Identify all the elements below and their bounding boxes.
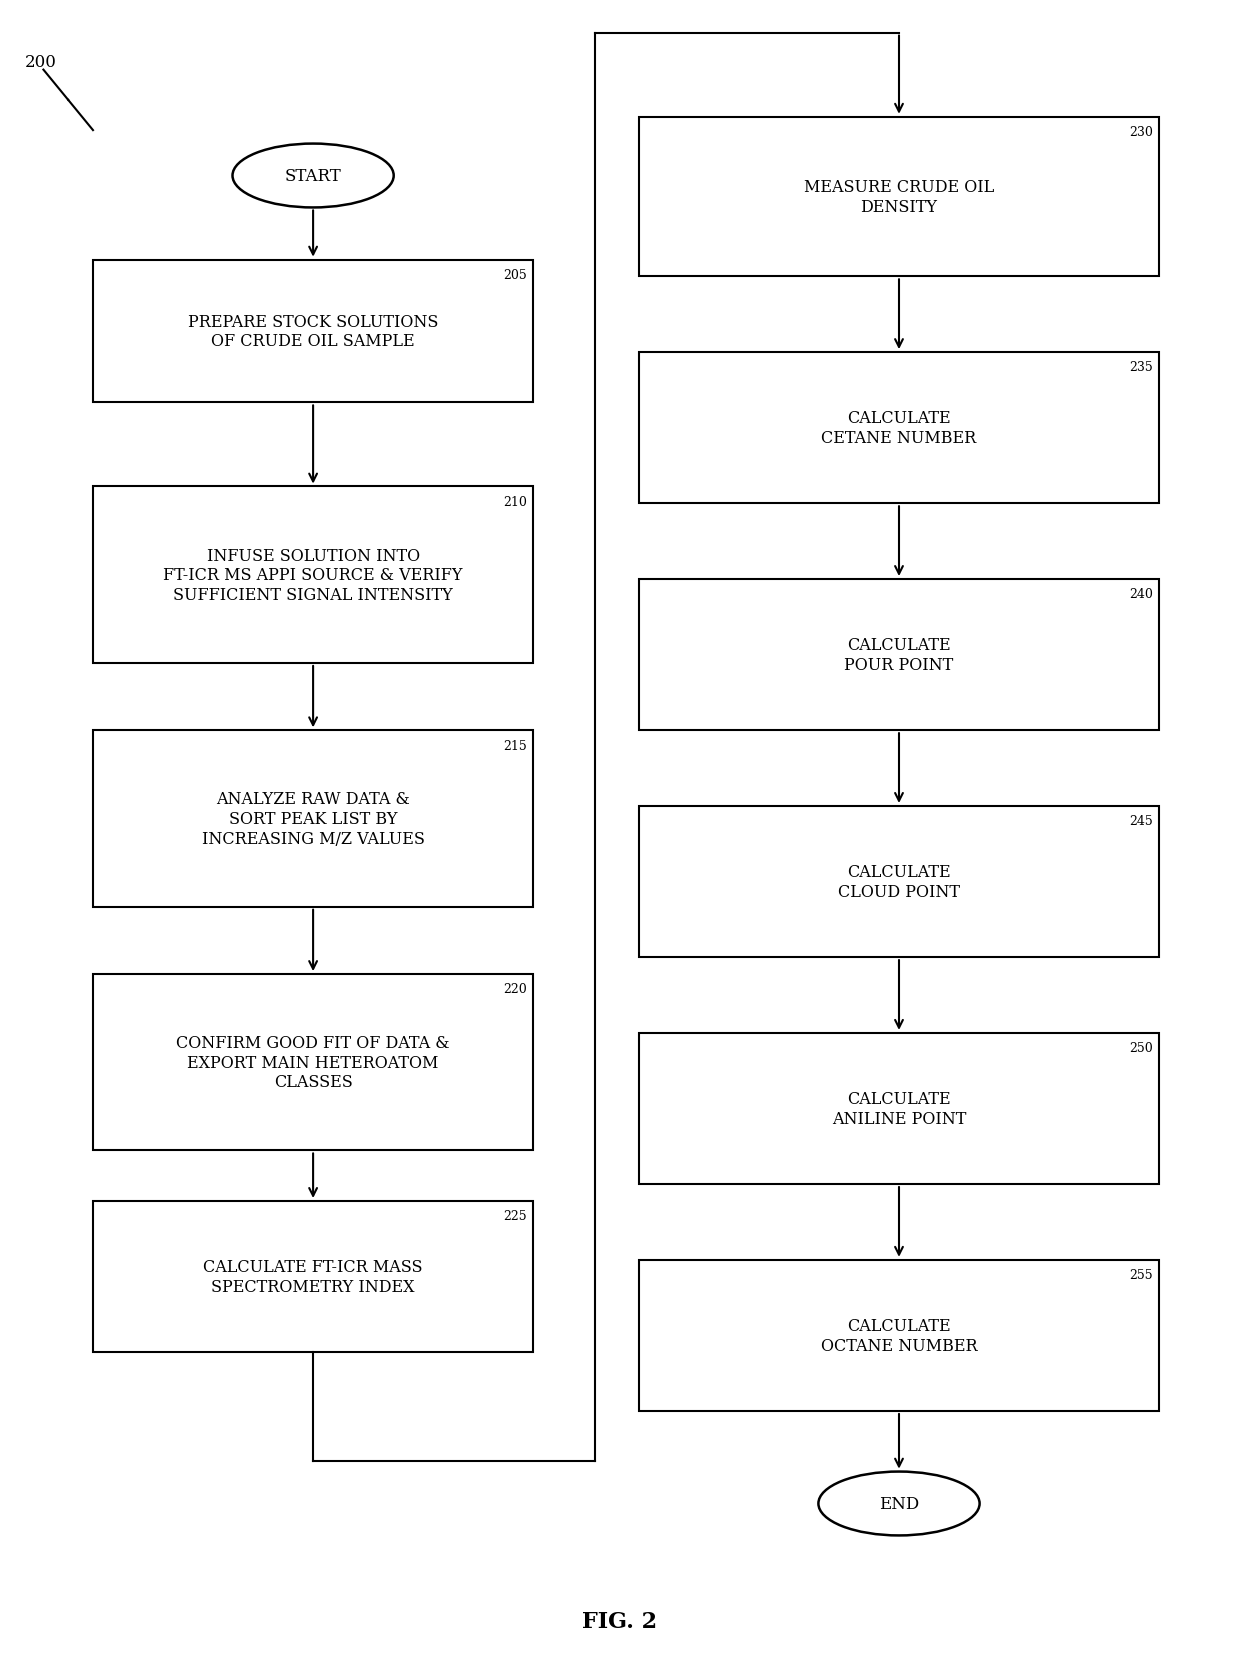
Text: CONFIRM GOOD FIT OF DATA &
EXPORT MAIN HETEROATOM
CLASSES: CONFIRM GOOD FIT OF DATA & EXPORT MAIN H… [176,1035,450,1090]
Text: CALCULATE
ANILINE POINT: CALCULATE ANILINE POINT [832,1090,966,1127]
Text: CALCULATE
OCTANE NUMBER: CALCULATE OCTANE NUMBER [821,1317,977,1354]
Text: 215: 215 [503,739,527,753]
Text: 245: 245 [1130,815,1153,828]
Text: 225: 225 [503,1210,527,1223]
Bar [639,353,1159,504]
Bar [639,580,1159,731]
Text: 210: 210 [503,496,527,509]
Bar [639,118,1159,277]
Text: 230: 230 [1130,126,1153,139]
Text: END: END [879,1495,919,1512]
Bar [93,260,533,403]
Ellipse shape [818,1472,980,1536]
Text: INFUSE SOLUTION INTO
FT-ICR MS APPI SOURCE & VERIFY
SUFFICIENT SIGNAL INTENSITY: INFUSE SOLUTION INTO FT-ICR MS APPI SOUR… [164,548,463,603]
Text: CALCULATE
POUR POINT: CALCULATE POUR POINT [844,637,954,674]
Text: CALCULATE
CLOUD POINT: CALCULATE CLOUD POINT [838,864,960,900]
Text: PREPARE STOCK SOLUTIONS
OF CRUDE OIL SAMPLE: PREPARE STOCK SOLUTIONS OF CRUDE OIL SAM… [188,314,438,349]
Text: 235: 235 [1130,361,1153,375]
Text: 250: 250 [1130,1042,1153,1055]
Text: 220: 220 [503,983,527,996]
Bar [93,731,533,907]
Text: CALCULATE
CETANE NUMBER: CALCULATE CETANE NUMBER [821,410,977,447]
Text: FIG. 2: FIG. 2 [583,1609,657,1633]
Text: ANALYZE RAW DATA &
SORT PEAK LIST BY
INCREASING M/Z VALUES: ANALYZE RAW DATA & SORT PEAK LIST BY INC… [202,791,424,847]
Text: 200: 200 [25,54,57,71]
Text: 240: 240 [1130,588,1153,601]
Bar [639,1260,1159,1411]
Bar [93,974,533,1151]
Text: CALCULATE FT-ICR MASS
SPECTROMETRY INDEX: CALCULATE FT-ICR MASS SPECTROMETRY INDEX [203,1258,423,1295]
Text: START: START [285,168,341,185]
Text: MEASURE CRUDE OIL
DENSITY: MEASURE CRUDE OIL DENSITY [804,180,994,215]
Bar [639,806,1159,958]
Bar [639,1033,1159,1184]
Text: 205: 205 [503,269,527,282]
Text: 255: 255 [1130,1268,1153,1282]
Bar [93,1201,533,1352]
Bar [93,487,533,664]
Ellipse shape [233,144,394,208]
